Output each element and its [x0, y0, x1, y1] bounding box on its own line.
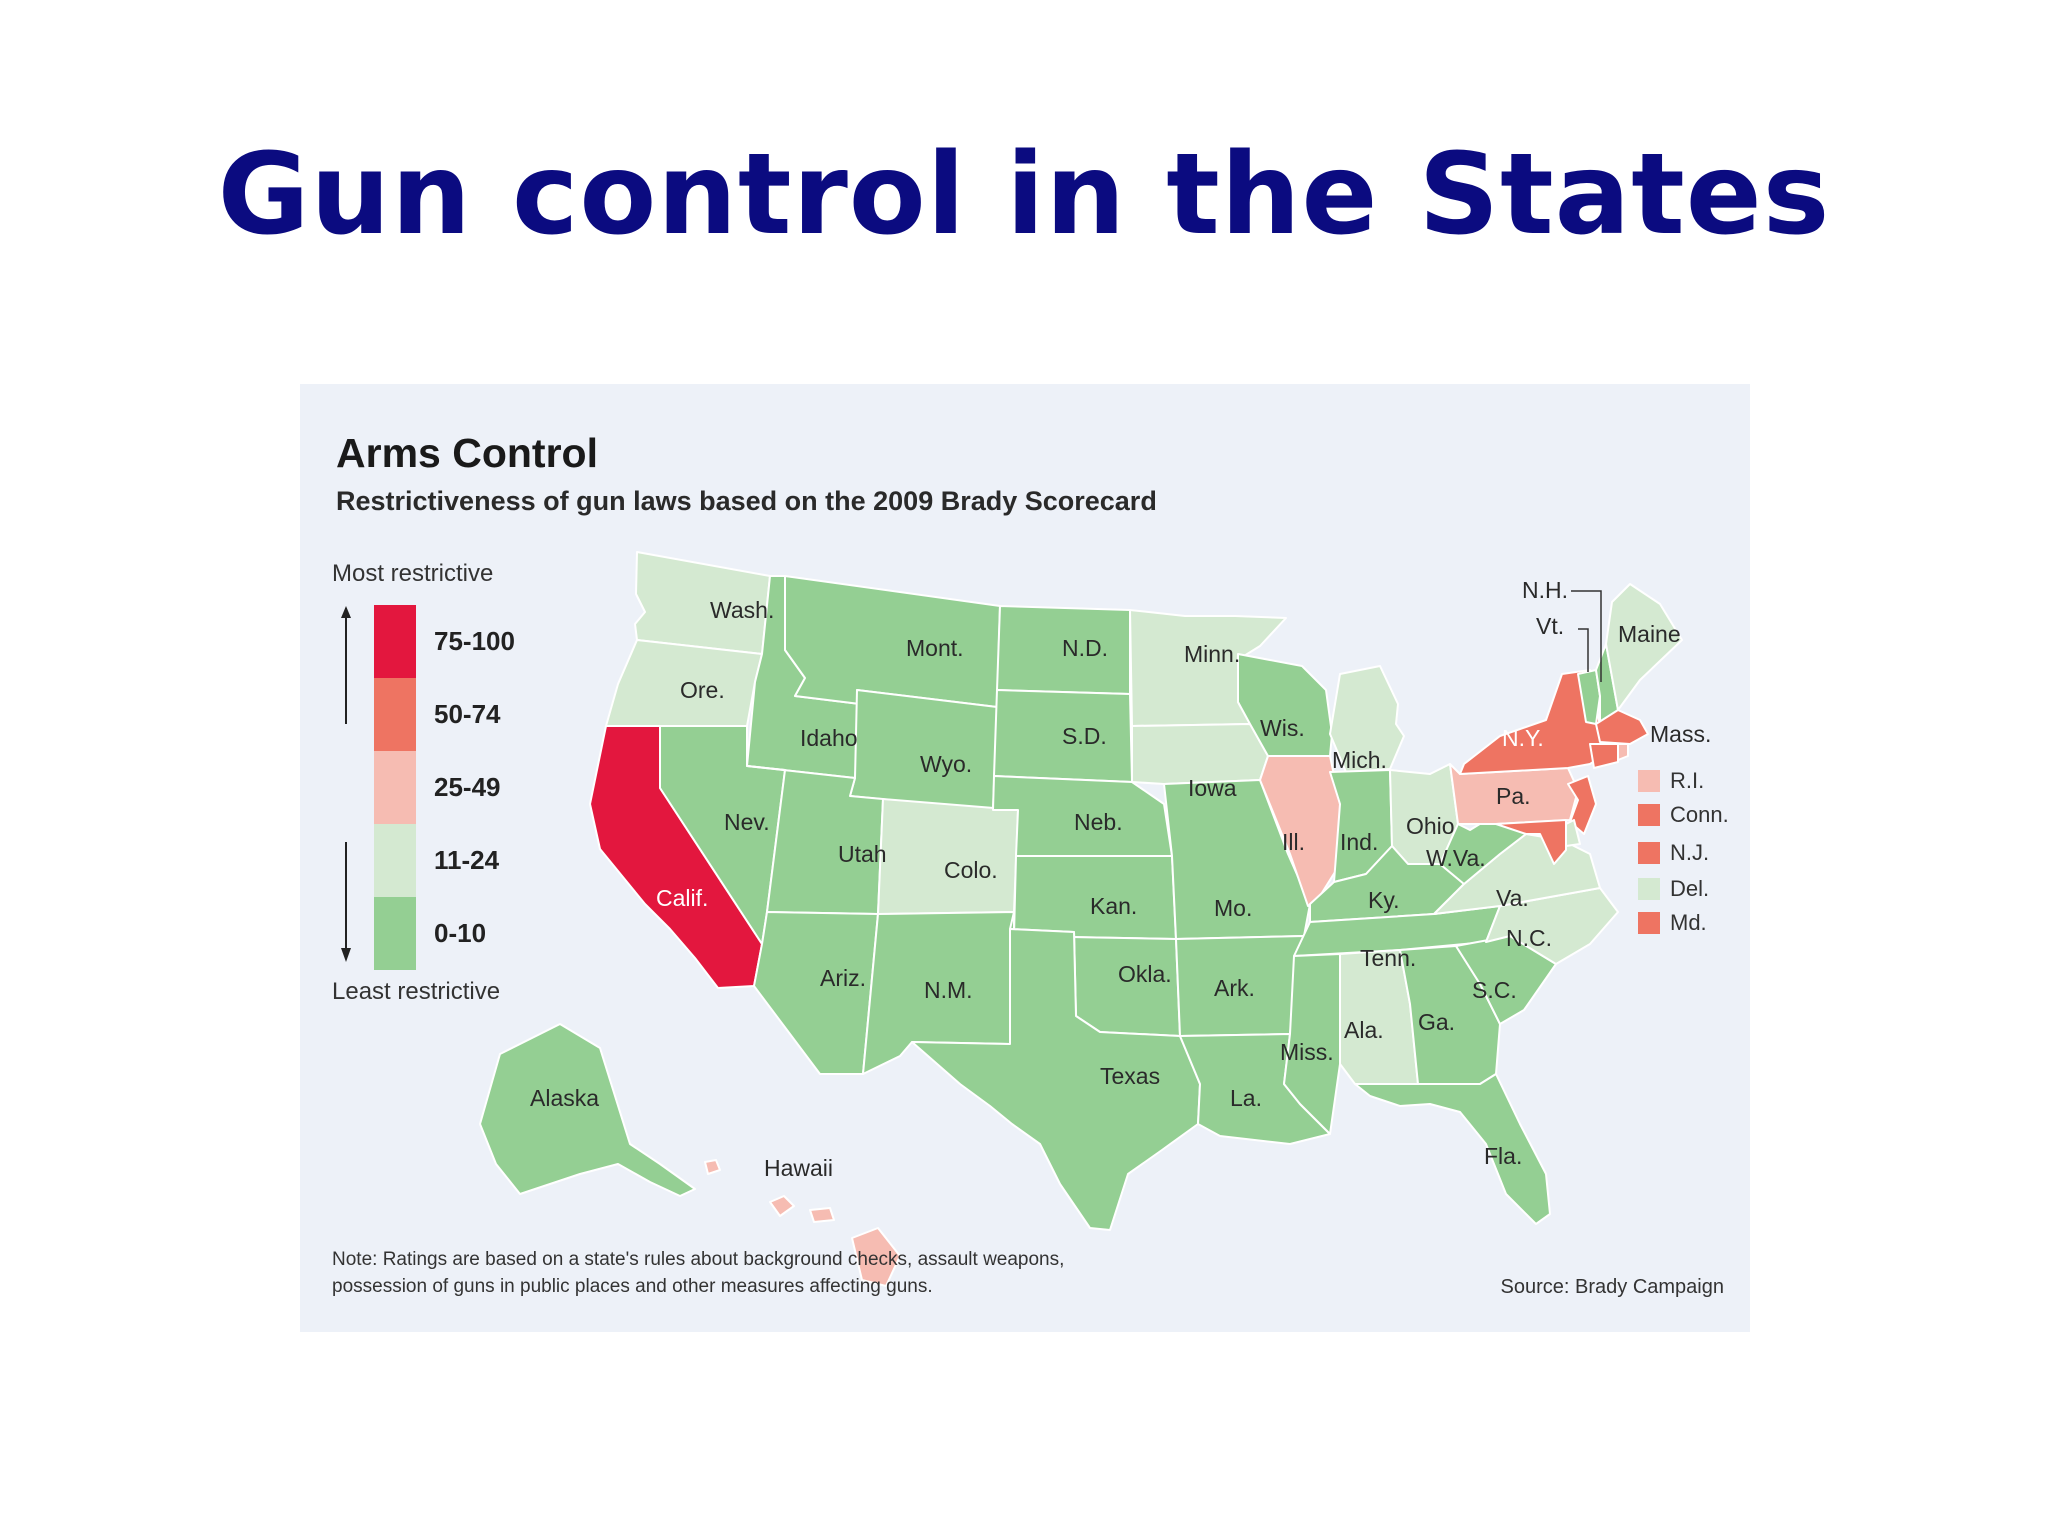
- state-label-vt: Vt.: [1536, 613, 1564, 639]
- state-label-ky: Ky.: [1368, 887, 1400, 913]
- state-label-ark: Ark.: [1214, 975, 1255, 1001]
- state-label-ohio: Ohio: [1406, 813, 1455, 839]
- state-label-hawaii: Hawaii: [764, 1155, 833, 1181]
- state-maine: [1605, 583, 1683, 711]
- state-conn: [1589, 743, 1619, 769]
- state-label-pa: Pa.: [1496, 783, 1531, 809]
- state-label-la: La.: [1230, 1085, 1262, 1111]
- legend-swatch-75-100: [374, 605, 416, 678]
- state-alaska: [479, 1023, 696, 1197]
- state-label-ore: Ore.: [680, 677, 725, 703]
- state-label-mass: Mass.: [1650, 721, 1711, 747]
- label-ri: R.I.: [1670, 768, 1705, 793]
- state-label-tenn: Tenn.: [1360, 945, 1416, 971]
- state-label-mo: Mo.: [1214, 895, 1252, 921]
- label-md: Md.: [1670, 910, 1707, 935]
- state-label-neb: Neb.: [1074, 809, 1123, 835]
- state-label-idaho: Idaho: [800, 725, 858, 751]
- state-label-texas: Texas: [1100, 1063, 1160, 1089]
- swatch-del: [1638, 878, 1660, 900]
- state-label-ind: Ind.: [1340, 829, 1378, 855]
- map-figure: Arms Control Restrictiveness of gun laws…: [300, 384, 1750, 1332]
- state-mont: [784, 575, 1001, 708]
- state-label-kan: Kan.: [1090, 893, 1137, 919]
- state-label-fla: Fla.: [1484, 1143, 1522, 1169]
- nh-leader-line: [1571, 590, 1602, 682]
- state-label-colo: Colo.: [944, 857, 998, 883]
- label-conn: Conn.: [1670, 802, 1729, 827]
- state-label-utah: Utah: [838, 841, 887, 867]
- swatch-md: [1638, 912, 1660, 934]
- legend-bottom-label: Least restrictive: [332, 978, 501, 1005]
- state-label-ariz: Ariz.: [820, 965, 866, 991]
- state-vt: [1577, 669, 1601, 725]
- swatch-conn: [1638, 804, 1660, 826]
- state-label-wis: Wis.: [1260, 715, 1305, 741]
- state-mich: [1329, 665, 1405, 773]
- state-r-i: [1617, 743, 1629, 761]
- state-label-ala: Ala.: [1344, 1017, 1384, 1043]
- state-n-j: [1567, 775, 1597, 835]
- state-label-nev: Nev.: [724, 809, 770, 835]
- state-label-n-y: N.Y.: [1502, 725, 1544, 751]
- state-label-alaska: Alaska: [530, 1085, 599, 1111]
- state-label-miss: Miss.: [1280, 1039, 1334, 1065]
- label-nj: N.J.: [1670, 840, 1710, 865]
- state-label-ga: Ga.: [1418, 1009, 1455, 1035]
- swatch-nj: [1638, 842, 1660, 864]
- state-mass: [1595, 709, 1649, 745]
- legend-swatch-50-74: [374, 678, 416, 751]
- arrow-down-icon: [341, 842, 351, 962]
- figure-source: Source: Brady Campaign: [1500, 1276, 1724, 1298]
- state-ariz: [753, 911, 879, 1075]
- state-label-s-d: S.D.: [1062, 723, 1107, 749]
- state-label-wash: Wash.: [710, 597, 774, 623]
- swatch-ri: [1638, 770, 1660, 792]
- legend-top-label: Most restrictive: [332, 560, 494, 587]
- state-label-maine: Maine: [1618, 621, 1681, 647]
- state-fla: [1354, 1073, 1551, 1225]
- figure-title: Arms Control: [336, 430, 598, 476]
- state-label-n-h: N.H.: [1522, 577, 1568, 603]
- arrow-up-icon: [341, 606, 351, 724]
- legend-label-75-100: 75-100: [434, 626, 515, 656]
- state-hawaii: [704, 1159, 901, 1287]
- state-label-minn: Minn.: [1184, 641, 1240, 667]
- state-label-va: Va.: [1496, 885, 1529, 911]
- us-map: Wash. Ore. Calif. Idaho Nev. Mont. Wyo. Utah Ari…: [479, 551, 1711, 1287]
- state-label-n-c: N.C.: [1506, 925, 1552, 951]
- state-label-iowa: Iowa: [1188, 775, 1237, 801]
- vt-leader-line: [1578, 628, 1589, 672]
- legend-label-11-24: 11-24: [434, 845, 500, 875]
- note-line-1: Note: Ratings are based on a state's rul…: [332, 1249, 1065, 1270]
- state-label-w-va: W.Va.: [1426, 845, 1486, 871]
- state-label-wyo: Wyo.: [920, 751, 972, 777]
- state-label-n-d: N.D.: [1062, 635, 1108, 661]
- state-label-mich: Mich.: [1332, 747, 1387, 773]
- state-label-s-c: S.C.: [1472, 977, 1517, 1003]
- legend-label-25-49: 25-49: [434, 772, 501, 802]
- state-wyo: [849, 689, 998, 811]
- state-label-okla: Okla.: [1118, 961, 1172, 987]
- state-label-mont: Mont.: [906, 635, 964, 661]
- figure-subtitle: Restrictiveness of gun laws based on the…: [336, 486, 1157, 516]
- state-md: [1495, 819, 1567, 865]
- legend-label-50-74: 50-74: [434, 699, 501, 729]
- state-label-n-m: N.M.: [924, 977, 973, 1003]
- legend-label-0-10: 0-10: [434, 918, 487, 948]
- legend-swatch-0-10: [374, 897, 416, 970]
- figure-note: Note: Ratings are based on a state's rul…: [332, 1246, 1232, 1300]
- slide-title: Gun control in the States: [217, 130, 1831, 260]
- state-texas: [911, 928, 1201, 1231]
- label-del: Del.: [1670, 876, 1710, 901]
- legend-swatch-25-49: [374, 751, 416, 824]
- state-label-calif: Calif.: [656, 885, 708, 911]
- legend-swatch-11-24: [374, 824, 416, 897]
- state-label-ill: Ill.: [1282, 829, 1305, 855]
- note-line-2: possession of guns in public places and …: [332, 1276, 933, 1297]
